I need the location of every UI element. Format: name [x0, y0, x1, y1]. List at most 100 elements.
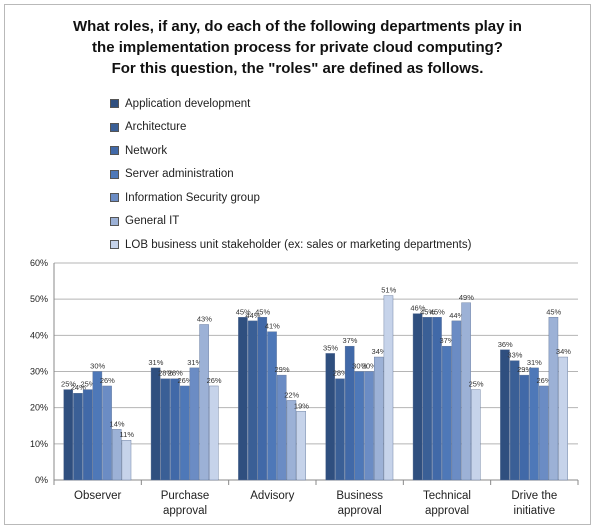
- data-label: 11%: [120, 430, 135, 439]
- bar: [73, 393, 83, 481]
- bar: [112, 429, 122, 481]
- title-line-2: the implementation process for private c…: [92, 39, 503, 56]
- category-label: Purchase: [161, 490, 210, 502]
- y-tick-label: 50%: [30, 294, 48, 304]
- data-label: 25%: [61, 380, 76, 389]
- data-label: 31%: [527, 358, 542, 367]
- data-label: 24%: [71, 383, 86, 392]
- category-label: initiative: [514, 505, 556, 517]
- category-label: Observer: [74, 490, 121, 502]
- bar: [374, 356, 384, 481]
- bar: [354, 371, 365, 481]
- category-label: Business: [336, 490, 383, 502]
- data-label: 36%: [498, 340, 513, 349]
- data-label: 22%: [284, 390, 299, 399]
- y-tick-label: 40%: [30, 330, 48, 340]
- data-label: 30%: [90, 362, 105, 371]
- bar: [267, 331, 277, 481]
- bar: [344, 345, 355, 481]
- category-label: Technical: [423, 490, 471, 502]
- legend-swatch: [110, 99, 119, 109]
- bar: [441, 345, 452, 481]
- chart-title: What roles, if any, do each of the follo…: [40, 16, 555, 79]
- category-label: Drive the: [511, 490, 557, 502]
- y-tick-label: 10%: [30, 439, 48, 449]
- legend-label: Server administration: [125, 168, 234, 181]
- data-label: 45%: [236, 307, 251, 316]
- bar: [383, 295, 394, 481]
- legend-label: LOB business unit stakeholder (ex: sales…: [125, 238, 472, 251]
- data-label: 25%: [469, 380, 484, 389]
- data-label: 33%: [507, 351, 522, 360]
- legend-item: LOB business unit stakeholder (ex: sales…: [110, 233, 471, 257]
- bar: [276, 374, 287, 481]
- legend-label: General IT: [125, 215, 180, 228]
- bar: [461, 302, 471, 481]
- bar: [63, 389, 74, 481]
- data-label: 34%: [372, 347, 387, 356]
- data-label: 28%: [158, 369, 173, 378]
- legend-label: Information Security group: [125, 191, 260, 204]
- legend-swatch: [110, 216, 119, 226]
- legend-item: Server administration: [110, 163, 471, 187]
- data-label: 45%: [420, 307, 435, 316]
- data-label: 28%: [168, 369, 183, 378]
- legend-item: Application development: [110, 92, 471, 116]
- data-label: 45%: [255, 307, 270, 316]
- data-label: 29%: [275, 365, 290, 374]
- legend-label: Network: [125, 144, 168, 157]
- data-label: 25%: [80, 380, 95, 389]
- legend-label: Application development: [125, 97, 251, 110]
- data-label: 30%: [352, 362, 367, 371]
- bar: [538, 385, 549, 481]
- data-label: 49%: [459, 293, 474, 302]
- bar: [179, 385, 190, 481]
- bar: [199, 324, 209, 481]
- data-label: 44%: [449, 311, 464, 320]
- y-tick-label: 20%: [30, 403, 48, 413]
- data-label: 51%: [381, 286, 396, 295]
- bar: [412, 313, 423, 481]
- legend-item: General IT: [110, 210, 471, 234]
- data-label: 43%: [197, 314, 212, 323]
- data-label: 37%: [439, 336, 454, 345]
- y-tick-label: 60%: [30, 258, 48, 268]
- bar: [257, 317, 268, 481]
- data-label: 30%: [362, 362, 377, 371]
- bar: [92, 371, 103, 481]
- category-label: approval: [425, 505, 469, 517]
- data-label: 29%: [517, 365, 532, 374]
- data-label: 19%: [294, 401, 309, 410]
- bar: [558, 356, 568, 481]
- legend-item: Network: [110, 139, 471, 163]
- title-line-3: For this question, the "roles" are defin…: [111, 60, 484, 77]
- legend-swatch: [110, 146, 119, 156]
- data-label: 37%: [342, 336, 357, 345]
- data-label: 44%: [245, 311, 260, 320]
- bar: [471, 389, 481, 481]
- bar: [102, 385, 112, 481]
- data-label: 34%: [556, 347, 571, 356]
- legend-item: Information Security group: [110, 186, 471, 210]
- bar: [529, 367, 539, 481]
- bar: [121, 440, 132, 481]
- bar: [451, 320, 462, 481]
- legend-item: Architecture: [110, 116, 471, 140]
- bar: [548, 317, 559, 481]
- bar: [160, 378, 171, 481]
- bar: [296, 411, 306, 481]
- data-label: 35%: [323, 343, 338, 352]
- legend-swatch: [110, 169, 119, 179]
- bar: [286, 400, 297, 481]
- data-label: 26%: [100, 376, 115, 385]
- data-label: 26%: [177, 376, 192, 385]
- y-tick-label: 0%: [35, 475, 48, 485]
- legend-label: Architecture: [125, 121, 187, 134]
- bar: [238, 317, 248, 481]
- data-label: 41%: [265, 322, 280, 331]
- data-label: 26%: [537, 376, 552, 385]
- bar: [209, 385, 219, 481]
- data-label: 45%: [430, 307, 445, 316]
- data-label: 28%: [333, 369, 348, 378]
